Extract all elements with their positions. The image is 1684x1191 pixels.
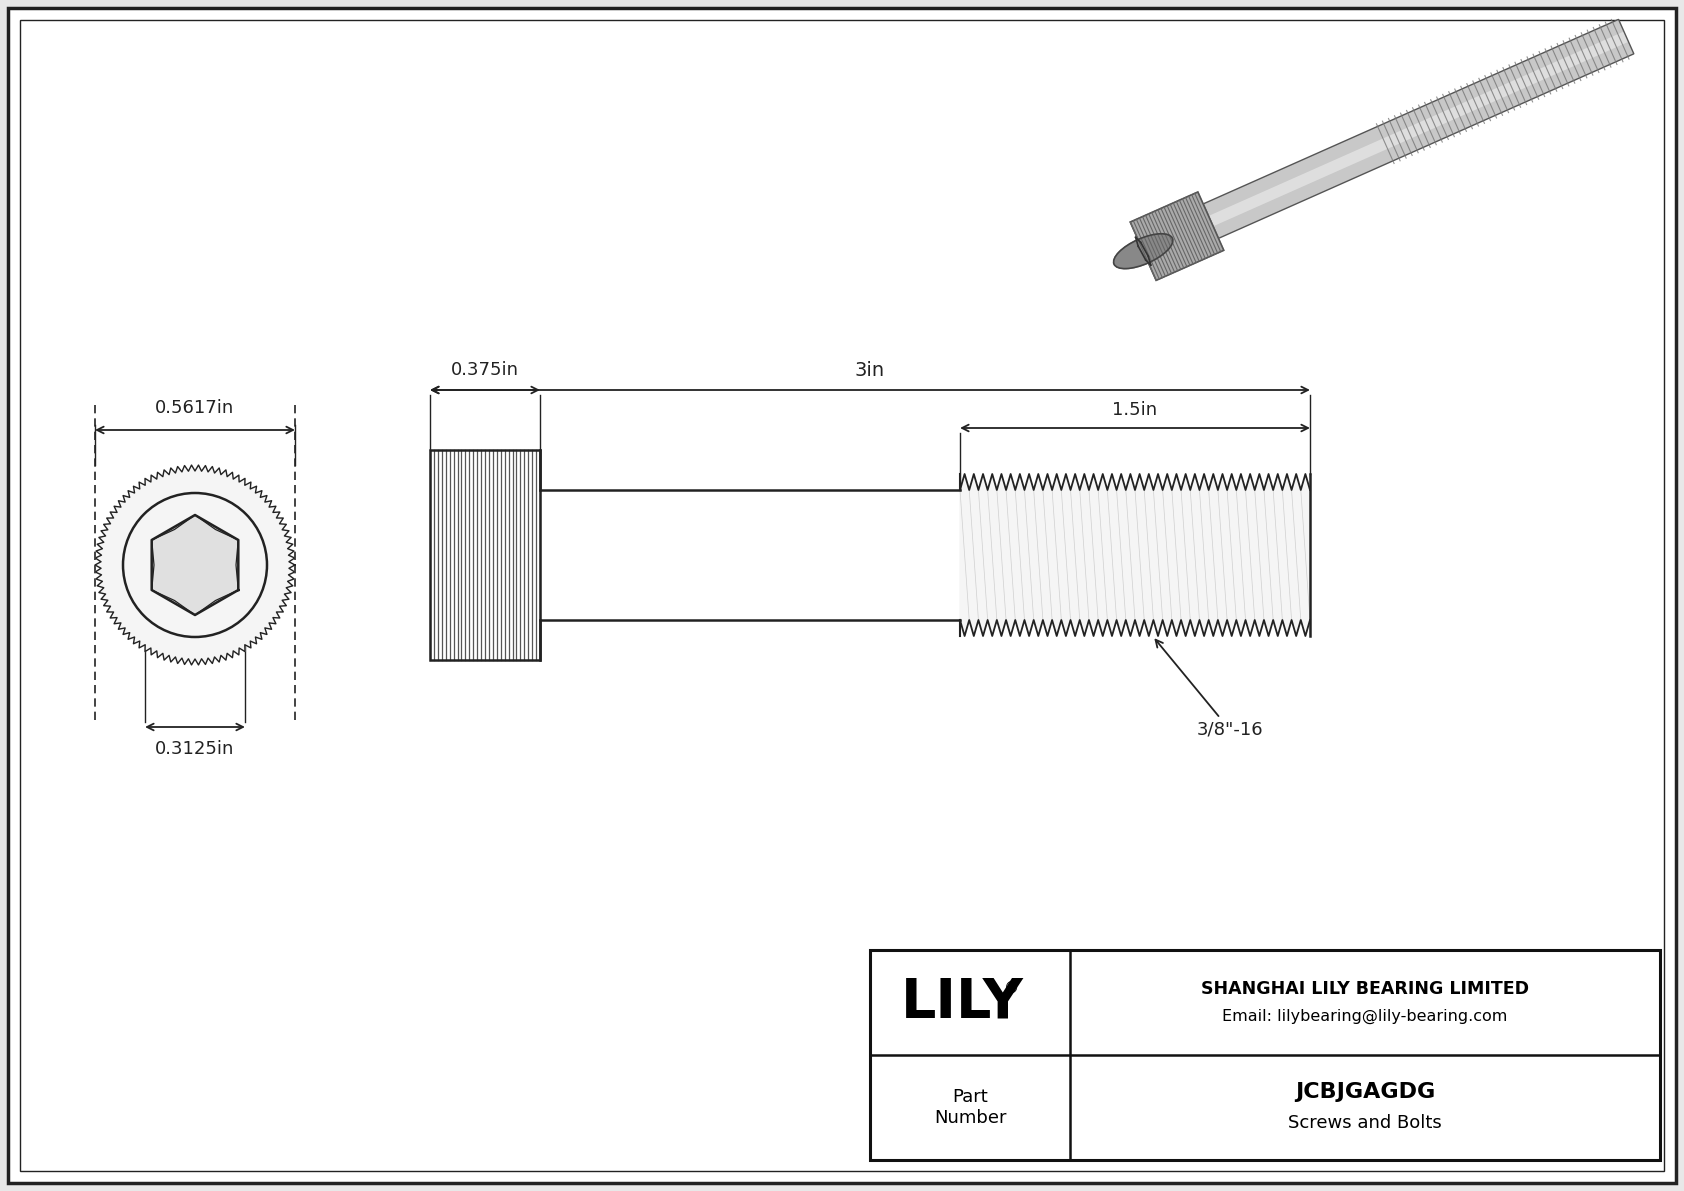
Text: 1.5in: 1.5in: [1113, 401, 1157, 419]
Text: SHANGHAI LILY BEARING LIMITED: SHANGHAI LILY BEARING LIMITED: [1201, 979, 1529, 998]
Text: ®: ®: [1004, 981, 1019, 996]
Polygon shape: [1209, 31, 1628, 226]
Text: Part
Number: Part Number: [933, 1089, 1007, 1127]
Text: Screws and Bolts: Screws and Bolts: [1288, 1115, 1442, 1133]
Text: 3/8"-16: 3/8"-16: [1155, 640, 1263, 738]
Ellipse shape: [1113, 233, 1172, 269]
Polygon shape: [94, 464, 295, 665]
Polygon shape: [1130, 192, 1224, 280]
Bar: [429, 450, 541, 660]
Polygon shape: [960, 474, 1310, 636]
Bar: [871, 950, 1660, 1160]
Polygon shape: [1202, 19, 1633, 238]
Text: JCBJGAGDG: JCBJGAGDG: [1295, 1081, 1435, 1102]
Text: 0.5617in: 0.5617in: [155, 399, 234, 417]
Text: 0.3125in: 0.3125in: [155, 740, 234, 757]
Text: 3in: 3in: [855, 361, 886, 380]
Polygon shape: [152, 515, 239, 615]
Text: 0.375in: 0.375in: [451, 361, 519, 379]
Text: LILY: LILY: [901, 975, 1024, 1029]
Text: Email: lilybearing@lily-bearing.com: Email: lilybearing@lily-bearing.com: [1223, 1009, 1507, 1024]
